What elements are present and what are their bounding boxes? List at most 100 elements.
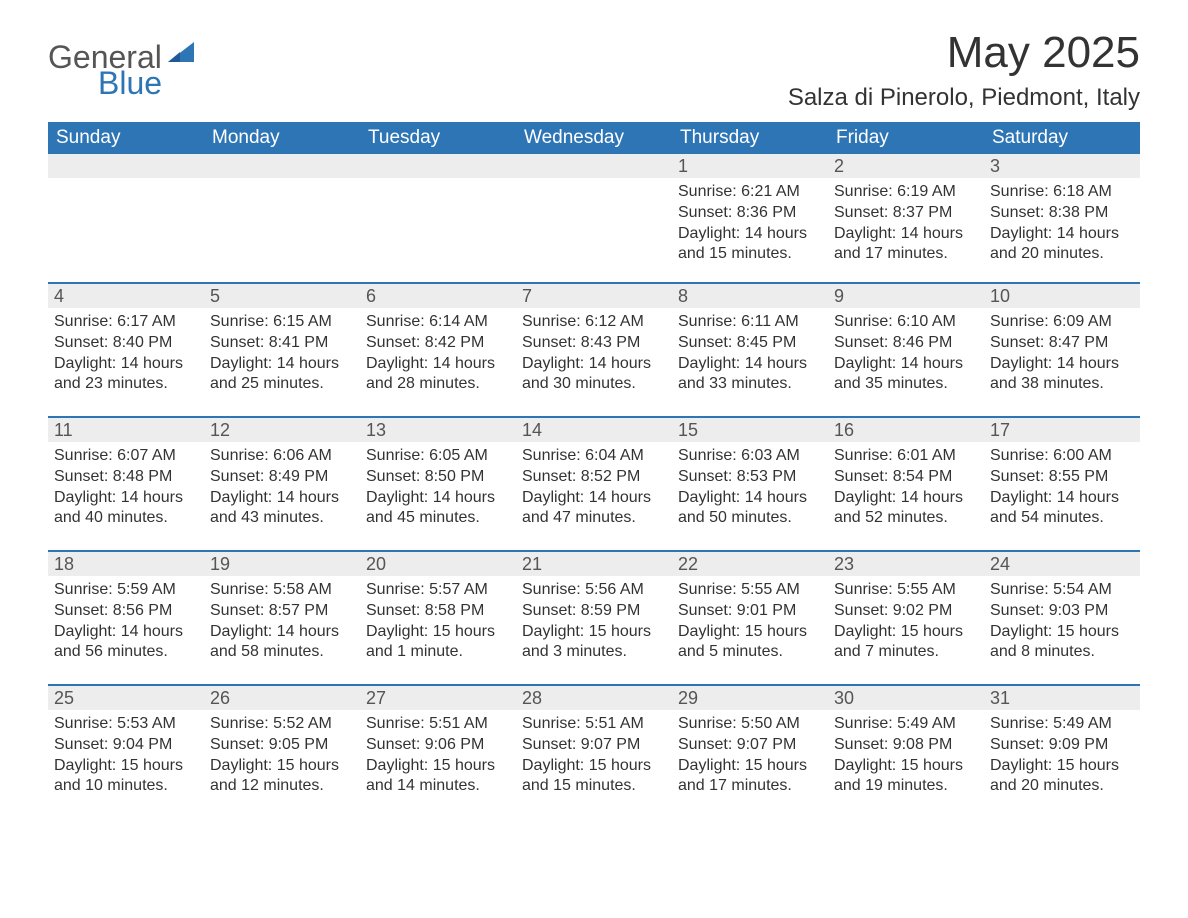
sunrise-line: Sunrise: 5:52 AM bbox=[210, 714, 354, 735]
sunset-line: Sunset: 8:46 PM bbox=[834, 333, 978, 354]
calendar-day-cell: 2 Sunrise: 6:19 AMSunset: 8:37 PMDaylight… bbox=[828, 154, 984, 282]
daylight-line: Daylight: 15 hours and 14 minutes. bbox=[366, 756, 510, 798]
location: Salza di Pinerolo, Piedmont, Italy bbox=[788, 84, 1140, 112]
daylight-line: Daylight: 14 hours and 17 minutes. bbox=[834, 224, 978, 266]
day-number: 28 bbox=[516, 684, 672, 710]
day-details: Sunrise: 5:58 AMSunset: 8:57 PMDaylight:… bbox=[204, 576, 360, 667]
calendar-day-cell: 5Sunrise: 6:15 AMSunset: 8:41 PMDaylight… bbox=[204, 282, 360, 416]
day-details: Sunrise: 6:11 AMSunset: 8:45 PMDaylight:… bbox=[672, 308, 828, 399]
daylight-line: Daylight: 14 hours and 54 minutes. bbox=[990, 488, 1134, 530]
sunrise-line: Sunrise: 6:06 AM bbox=[210, 446, 354, 467]
calendar-table: Sunday Monday Tuesday Wednesday Thursday… bbox=[48, 122, 1140, 818]
sunrise-line: Sunrise: 5:50 AM bbox=[678, 714, 822, 735]
day-number: 27 bbox=[360, 684, 516, 710]
calendar-week-row: 18Sunrise: 5:59 AMSunset: 8:56 PMDayligh… bbox=[48, 550, 1140, 684]
sunset-line: Sunset: 8:42 PM bbox=[366, 333, 510, 354]
calendar-week-row: 25Sunrise: 5:53 AMSunset: 9:04 PMDayligh… bbox=[48, 684, 1140, 818]
sunrise-line: Sunrise: 6:07 AM bbox=[54, 446, 198, 467]
calendar-day-cell: 10Sunrise: 6:09 AMSunset: 8:47 PMDayligh… bbox=[984, 282, 1140, 416]
sunset-line: Sunset: 8:37 PM bbox=[834, 203, 978, 224]
day-number: 21 bbox=[516, 550, 672, 576]
day-details: Sunrise: 5:59 AMSunset: 8:56 PMDaylight:… bbox=[48, 576, 204, 667]
calendar-day-cell: 1Sunrise: 6:21 AMSunset: 8:36 PMDaylight… bbox=[672, 154, 828, 282]
sunset-line: Sunset: 8:57 PM bbox=[210, 601, 354, 622]
day-details: Sunrise: 6:12 AMSunset: 8:43 PMDaylight:… bbox=[516, 308, 672, 399]
sunset-line: Sunset: 8:36 PM bbox=[678, 203, 822, 224]
sunset-line: Sunset: 9:05 PM bbox=[210, 735, 354, 756]
calendar-day-cell: 3Sunrise: 6:18 AMSunset: 8:38 PMDaylight… bbox=[984, 154, 1140, 282]
sunset-line: Sunset: 8:38 PM bbox=[990, 203, 1134, 224]
day-number: 19 bbox=[204, 550, 360, 576]
calendar-day-cell: 14Sunrise: 6:04 AMSunset: 8:52 PMDayligh… bbox=[516, 416, 672, 550]
calendar-day-cell: 19Sunrise: 5:58 AMSunset: 8:57 PMDayligh… bbox=[204, 550, 360, 684]
daylight-line: Daylight: 15 hours and 3 minutes. bbox=[522, 622, 666, 664]
logo-text-block: General Blue bbox=[48, 38, 196, 99]
day-number: 8 bbox=[672, 282, 828, 308]
calendar-day-cell bbox=[516, 154, 672, 282]
day-number: 15 bbox=[672, 416, 828, 442]
day-number bbox=[360, 154, 516, 178]
sunset-line: Sunset: 8:49 PM bbox=[210, 467, 354, 488]
sunrise-line: Sunrise: 6:10 AM bbox=[834, 312, 978, 333]
daylight-line: Daylight: 14 hours and 15 minutes. bbox=[678, 224, 822, 266]
calendar-day-cell: 6Sunrise: 6:14 AMSunset: 8:42 PMDaylight… bbox=[360, 282, 516, 416]
day-number: 23 bbox=[828, 550, 984, 576]
title-block: May 2025 Salza di Pinerolo, Piedmont, It… bbox=[788, 28, 1140, 112]
sunrise-line: Sunrise: 6:19 AM bbox=[834, 182, 978, 203]
day-details: Sunrise: 5:52 AMSunset: 9:05 PMDaylight:… bbox=[204, 710, 360, 801]
calendar-day-cell: 30Sunrise: 5:49 AMSunset: 9:08 PMDayligh… bbox=[828, 684, 984, 818]
sunrise-line: Sunrise: 5:51 AM bbox=[522, 714, 666, 735]
day-details: Sunrise: 6:00 AMSunset: 8:55 PMDaylight:… bbox=[984, 442, 1140, 533]
day-number: 9 bbox=[828, 282, 984, 308]
sunset-line: Sunset: 9:03 PM bbox=[990, 601, 1134, 622]
calendar-page: General Blue May 2025 Salza di Pinerolo,… bbox=[0, 0, 1188, 918]
calendar-week-row: 1Sunrise: 6:21 AMSunset: 8:36 PMDaylight… bbox=[48, 154, 1140, 282]
sunset-line: Sunset: 9:08 PM bbox=[834, 735, 978, 756]
day-number: 4 bbox=[48, 282, 204, 308]
sunrise-line: Sunrise: 6:01 AM bbox=[834, 446, 978, 467]
day-details: Sunrise: 6:04 AMSunset: 8:52 PMDaylight:… bbox=[516, 442, 672, 533]
sunrise-line: Sunrise: 6:00 AM bbox=[990, 446, 1134, 467]
calendar-day-cell: 15Sunrise: 6:03 AMSunset: 8:53 PMDayligh… bbox=[672, 416, 828, 550]
day-details: Sunrise: 6:17 AMSunset: 8:40 PMDaylight:… bbox=[48, 308, 204, 399]
calendar-day-cell bbox=[360, 154, 516, 282]
daylight-line: Daylight: 15 hours and 19 minutes. bbox=[834, 756, 978, 798]
sunset-line: Sunset: 8:53 PM bbox=[678, 467, 822, 488]
day-details: Sunrise: 6:18 AMSunset: 8:38 PMDaylight:… bbox=[984, 178, 1140, 269]
sunrise-line: Sunrise: 5:56 AM bbox=[522, 580, 666, 601]
sunrise-line: Sunrise: 6:18 AM bbox=[990, 182, 1134, 203]
daylight-line: Daylight: 15 hours and 1 minute. bbox=[366, 622, 510, 664]
daylight-line: Daylight: 14 hours and 40 minutes. bbox=[54, 488, 198, 530]
day-number: 2 bbox=[828, 154, 984, 178]
daylight-line: Daylight: 15 hours and 17 minutes. bbox=[678, 756, 822, 798]
sunrise-line: Sunrise: 5:59 AM bbox=[54, 580, 198, 601]
day-number: 3 bbox=[984, 154, 1140, 178]
day-number bbox=[516, 154, 672, 178]
calendar-day-cell: 7Sunrise: 6:12 AMSunset: 8:43 PMDaylight… bbox=[516, 282, 672, 416]
sunset-line: Sunset: 9:06 PM bbox=[366, 735, 510, 756]
calendar-day-cell: 20Sunrise: 5:57 AMSunset: 8:58 PMDayligh… bbox=[360, 550, 516, 684]
sunset-line: Sunset: 8:54 PM bbox=[834, 467, 978, 488]
day-details: Sunrise: 5:49 AMSunset: 9:09 PMDaylight:… bbox=[984, 710, 1140, 801]
day-number: 22 bbox=[672, 550, 828, 576]
day-details: Sunrise: 5:51 AMSunset: 9:06 PMDaylight:… bbox=[360, 710, 516, 801]
calendar-day-cell: 31Sunrise: 5:49 AMSunset: 9:09 PMDayligh… bbox=[984, 684, 1140, 818]
day-details: Sunrise: 6:05 AMSunset: 8:50 PMDaylight:… bbox=[360, 442, 516, 533]
logo-mark-icon bbox=[166, 55, 196, 72]
daylight-line: Daylight: 15 hours and 5 minutes. bbox=[678, 622, 822, 664]
day-details: Sunrise: 6:06 AMSunset: 8:49 PMDaylight:… bbox=[204, 442, 360, 533]
daylight-line: Daylight: 14 hours and 38 minutes. bbox=[990, 354, 1134, 396]
calendar-day-cell: 11Sunrise: 6:07 AMSunset: 8:48 PMDayligh… bbox=[48, 416, 204, 550]
day-details: Sunrise: 5:54 AMSunset: 9:03 PMDaylight:… bbox=[984, 576, 1140, 667]
calendar-day-cell: 4Sunrise: 6:17 AMSunset: 8:40 PMDaylight… bbox=[48, 282, 204, 416]
day-details: Sunrise: 5:57 AMSunset: 8:58 PMDaylight:… bbox=[360, 576, 516, 667]
calendar-day-cell: 24Sunrise: 5:54 AMSunset: 9:03 PMDayligh… bbox=[984, 550, 1140, 684]
daylight-line: Daylight: 14 hours and 45 minutes. bbox=[366, 488, 510, 530]
daylight-line: Daylight: 15 hours and 7 minutes. bbox=[834, 622, 978, 664]
sunrise-line: Sunrise: 6:03 AM bbox=[678, 446, 822, 467]
day-details: Sunrise: 5:55 AMSunset: 9:01 PMDaylight:… bbox=[672, 576, 828, 667]
daylight-line: Daylight: 14 hours and 30 minutes. bbox=[522, 354, 666, 396]
calendar-day-cell: 9Sunrise: 6:10 AMSunset: 8:46 PMDaylight… bbox=[828, 282, 984, 416]
day-number: 7 bbox=[516, 282, 672, 308]
day-number bbox=[48, 154, 204, 178]
